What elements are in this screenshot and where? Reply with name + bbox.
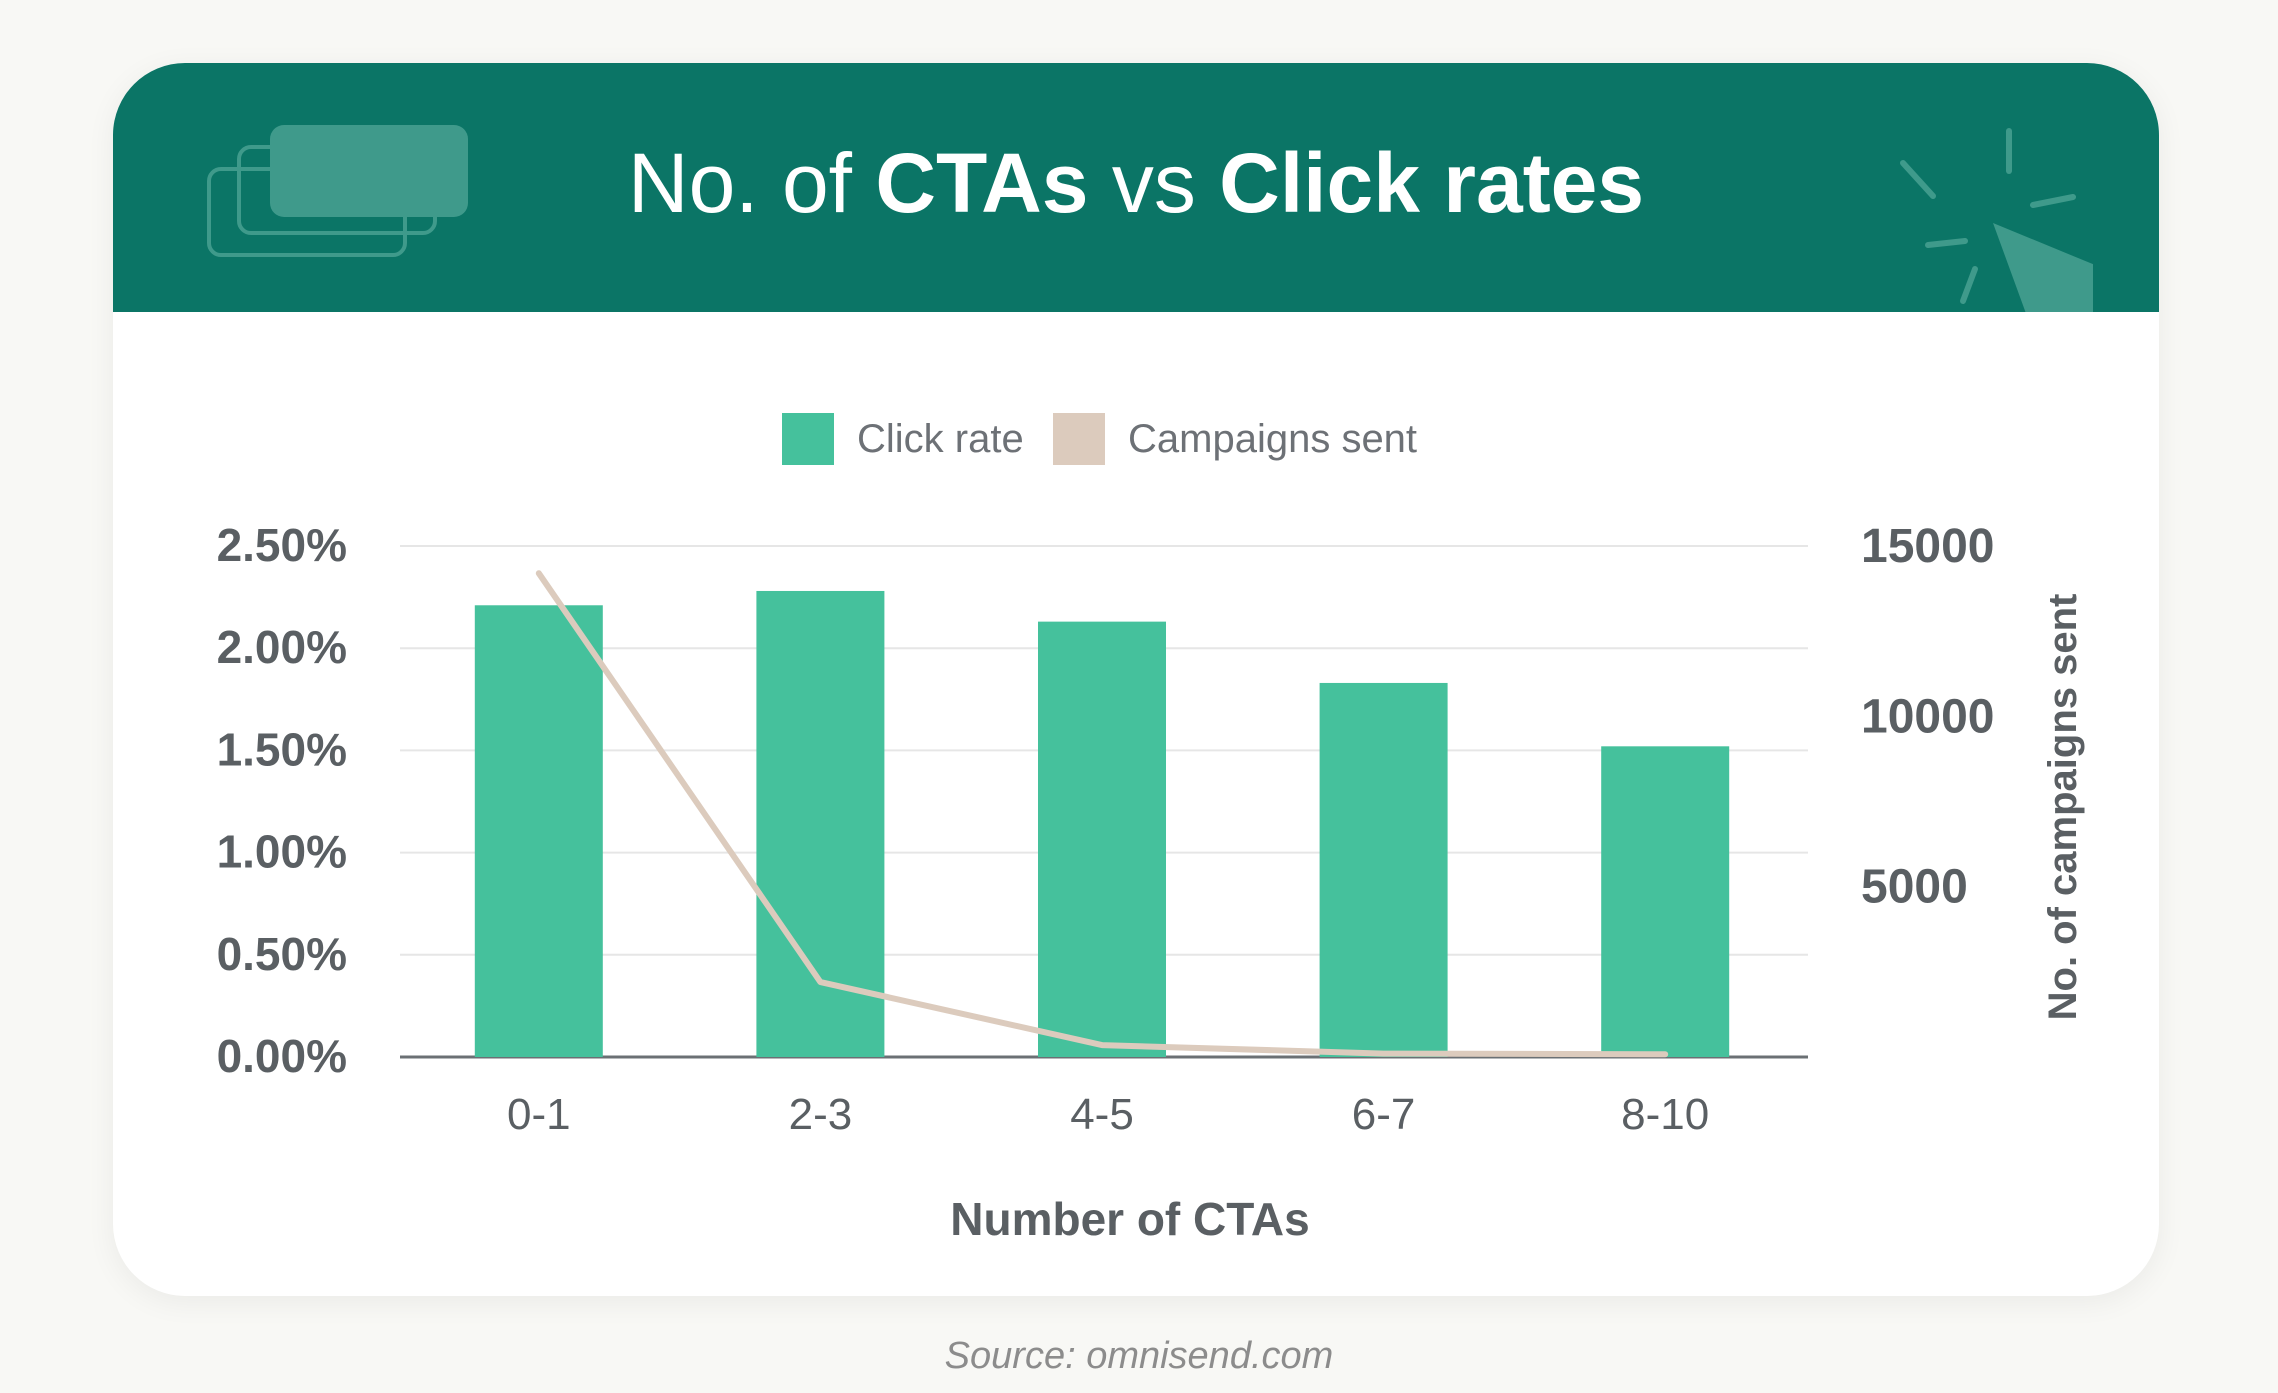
y-tick-label: 0.50% xyxy=(217,928,347,980)
x-tick-label: 4-5 xyxy=(1070,1090,1134,1139)
bar xyxy=(756,590,885,1057)
chart-card: No. of CTAs vs Click rates 0.00% 0.50% 1.0… xyxy=(113,63,2159,1296)
title-part-2: CTAs xyxy=(875,136,1089,230)
y-tick-label: 0.00% xyxy=(217,1030,347,1082)
campaigns-sent-line xyxy=(535,570,1669,1058)
chart-title: No. of CTAs vs Click rates xyxy=(113,133,2159,233)
legend-item-campaigns-sent-label: Campaigns sent xyxy=(1128,417,1417,461)
bar xyxy=(474,605,603,1057)
title-part-3: vs xyxy=(1088,136,1220,230)
title-part-4: Click rates xyxy=(1219,136,1645,230)
legend-item-campaigns-sent-swatch xyxy=(1053,413,1105,465)
y-tick-label: 2.50% xyxy=(217,519,347,571)
bar xyxy=(1601,746,1730,1057)
y2-tick-label: 15000 xyxy=(1861,520,1994,573)
y2-tick-label: 10000 xyxy=(1861,690,1994,743)
y-tick-label: 1.50% xyxy=(217,723,347,775)
legend-item-click-rate-label: Click rate xyxy=(857,417,1024,461)
chart-header: No. of CTAs vs Click rates xyxy=(113,63,2159,312)
bar xyxy=(1319,682,1448,1057)
chart-plot: 0.00% 0.50% 1.00% 1.50% 2.00% 2.50% 5000 10000 1… xyxy=(217,413,2085,1245)
title-part-1: No. of xyxy=(627,136,876,230)
source-note: Source: omnisend.com xyxy=(944,1335,1334,1377)
y-tick-label: 2.00% xyxy=(217,621,347,673)
y2-tick-label: 5000 xyxy=(1861,861,1968,914)
x-tick-label: 8-10 xyxy=(1621,1090,1709,1139)
legend-item-click-rate-swatch xyxy=(782,413,834,465)
bar xyxy=(1038,621,1166,1057)
x-tick-label: 6-7 xyxy=(1352,1090,1416,1139)
x-tick-label: 0-1 xyxy=(507,1090,571,1139)
y-tick-label: 1.00% xyxy=(217,826,347,878)
cursor-click-icon xyxy=(1900,128,2093,312)
stacked-cards-icon xyxy=(207,125,468,257)
x-tick-label: 2-3 xyxy=(789,1090,853,1139)
x-axis-title: Number of CTAs xyxy=(950,1193,1310,1245)
y2-axis-title: No. of campaigns sent xyxy=(2041,594,2085,1021)
